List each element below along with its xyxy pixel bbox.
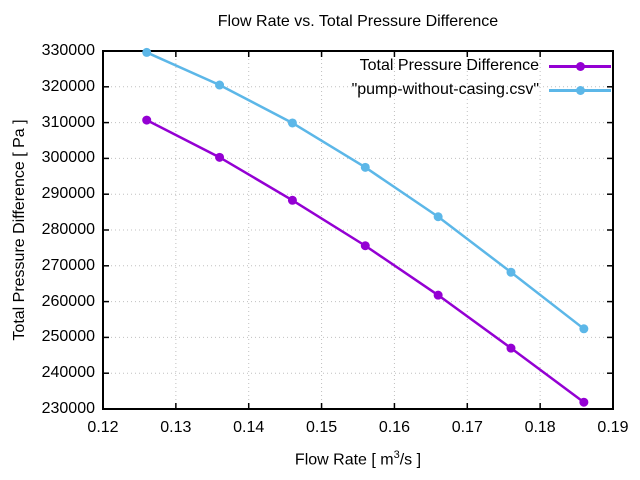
data-point <box>142 115 152 125</box>
y-tick-label: 240000 <box>41 364 95 382</box>
legend-row-total-pressure-difference: Total Pressure Difference <box>352 54 611 78</box>
data-point <box>506 267 516 277</box>
gridlines <box>103 51 613 409</box>
series-line <box>145 118 586 404</box>
x-tick-label: 0.12 <box>87 419 119 436</box>
x-tick-label: 0.16 <box>378 419 410 436</box>
legend-label-total-pressure-difference: Total Pressure Difference <box>359 57 539 74</box>
y-tick-label: 230000 <box>41 400 95 417</box>
y-tick-label: 280000 <box>41 221 95 238</box>
data-point <box>215 152 225 162</box>
x-tick-label: 0.18 <box>524 419 556 436</box>
data-point <box>433 290 443 300</box>
data-point <box>215 80 225 90</box>
y-tick-label: 260000 <box>41 292 95 310</box>
x-tick-label: 0.15 <box>305 419 338 436</box>
y-tick-label: 330000 <box>41 42 95 59</box>
data-point <box>360 162 370 172</box>
y-tick-label: 300000 <box>41 149 95 167</box>
data-point <box>142 47 152 57</box>
x-axis-label: Flow Rate [ m3/s ] <box>208 449 508 469</box>
legend: Total Pressure Difference "pump-without-… <box>352 54 611 102</box>
data-point <box>287 118 297 128</box>
x-tick-label: 0.19 <box>597 419 629 436</box>
y-axis-label: Total Pressure Difference [ Pa ] <box>11 119 28 341</box>
y-tick-label: 320000 <box>41 77 95 95</box>
y-tick-label: 250000 <box>41 328 95 346</box>
series-total-pressure-difference <box>142 115 589 407</box>
x-axis-label-superscript: 3 <box>393 449 400 461</box>
y-tick-label: 310000 <box>41 113 95 131</box>
data-point <box>579 324 589 334</box>
data-point <box>433 212 443 222</box>
legend-label-pump-without-casing: "pump-without-casing.csv" <box>351 81 539 98</box>
data-point <box>287 195 297 205</box>
x-tick-label: 0.13 <box>160 419 192 436</box>
plot-border <box>102 50 614 410</box>
y-tick-label: 270000 <box>41 256 95 274</box>
data-point <box>579 397 589 407</box>
x-tick-label: 0.17 <box>451 419 483 436</box>
legend-sample-line-blue <box>549 85 611 95</box>
x-tick-label: 0.14 <box>233 419 265 436</box>
legend-sample-dot-purple <box>575 61 585 71</box>
series-pump-without-casing <box>142 47 589 334</box>
data-point <box>360 241 370 251</box>
y-tick-label: 290000 <box>41 185 95 203</box>
legend-sample-line-purple <box>549 61 611 71</box>
x-axis-label-prefix: Flow Rate [ m <box>294 451 394 469</box>
legend-row-pump-without-casing: "pump-without-casing.csv" <box>352 78 611 102</box>
chart-title: Flow Rate vs. Total Pressure Difference <box>217 13 499 30</box>
data-point <box>506 343 516 353</box>
x-axis-label-suffix: /s ] <box>399 451 422 469</box>
legend-sample-dot-blue <box>575 85 585 95</box>
